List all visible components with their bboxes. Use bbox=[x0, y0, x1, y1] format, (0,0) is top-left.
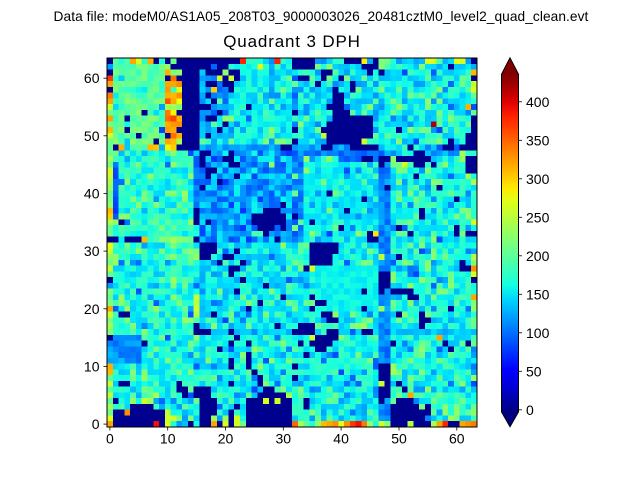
svg-text:50: 50 bbox=[84, 128, 100, 144]
svg-text:50: 50 bbox=[391, 431, 407, 447]
svg-text:20: 20 bbox=[84, 301, 100, 317]
svg-text:250: 250 bbox=[526, 209, 550, 225]
svg-text:Data file: modeM0/AS1A05_208T0: Data file: modeM0/AS1A05_208T03_90000030… bbox=[54, 9, 589, 24]
svg-text:Quadrant 3 DPH: Quadrant 3 DPH bbox=[223, 32, 361, 51]
svg-text:0: 0 bbox=[106, 431, 114, 447]
svg-text:300: 300 bbox=[526, 171, 550, 187]
svg-text:400: 400 bbox=[526, 94, 550, 110]
svg-text:30: 30 bbox=[276, 431, 292, 447]
svg-text:350: 350 bbox=[526, 132, 550, 148]
svg-text:0: 0 bbox=[92, 416, 100, 432]
svg-text:100: 100 bbox=[526, 325, 550, 341]
svg-text:60: 60 bbox=[84, 70, 100, 86]
svg-text:10: 10 bbox=[84, 359, 100, 375]
svg-text:60: 60 bbox=[449, 431, 465, 447]
svg-text:150: 150 bbox=[526, 286, 550, 302]
svg-text:40: 40 bbox=[84, 186, 100, 202]
svg-text:0: 0 bbox=[526, 402, 534, 418]
svg-text:50: 50 bbox=[526, 363, 542, 379]
svg-text:20: 20 bbox=[218, 431, 234, 447]
svg-text:10: 10 bbox=[160, 431, 176, 447]
svg-text:40: 40 bbox=[333, 431, 349, 447]
svg-text:200: 200 bbox=[526, 248, 550, 264]
svg-text:30: 30 bbox=[84, 243, 100, 259]
